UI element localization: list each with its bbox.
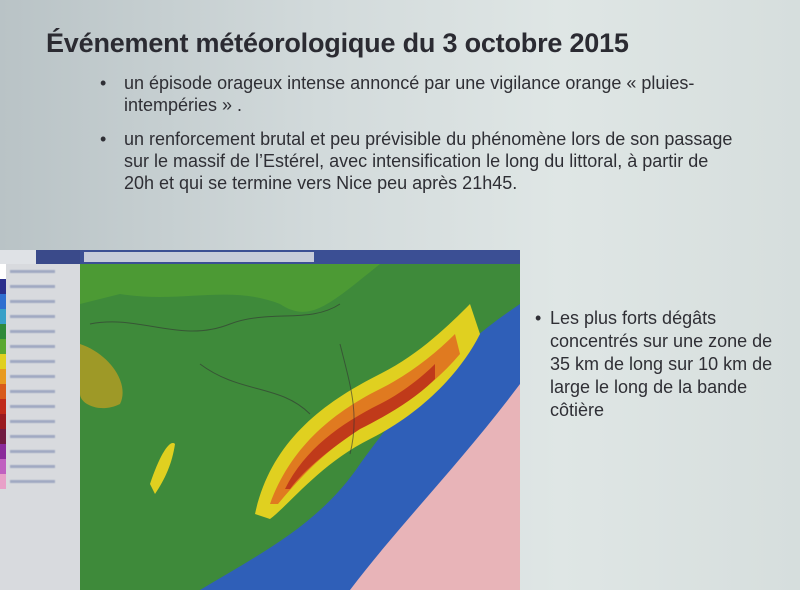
legend-label-blurred [10, 405, 55, 408]
legend-label-blurred [10, 270, 55, 273]
legend-swatch [0, 384, 6, 399]
slide-title: Événement météorologique du 3 octobre 20… [46, 28, 629, 58]
legend-row [0, 429, 80, 444]
legend-label-blurred [10, 330, 55, 333]
legend-row [0, 354, 80, 369]
legend-row [0, 474, 80, 489]
legend-row [0, 399, 80, 414]
legend-label-blurred [10, 480, 55, 483]
bullet-item: un épisode orageux intense annoncé par u… [100, 72, 740, 116]
legend-row [0, 369, 80, 384]
radar-map [80, 264, 520, 590]
legend-row [0, 324, 80, 339]
legend-row [0, 459, 80, 474]
legend-row [0, 414, 80, 429]
extreme-rain-core [285, 364, 435, 489]
legend-label-blurred [10, 345, 55, 348]
legend-label-blurred [10, 435, 55, 438]
legend-label-blurred [10, 420, 55, 423]
legend-swatch [0, 324, 6, 339]
legend-row [0, 279, 80, 294]
legend-swatch [0, 444, 6, 459]
land-area-north [80, 264, 380, 312]
legend-row [0, 294, 80, 309]
legend-swatch [0, 279, 6, 294]
legend-label-blurred [10, 390, 55, 393]
legend-label-blurred [10, 465, 55, 468]
legend-swatch [0, 429, 6, 444]
land-area [80, 264, 520, 590]
boundaries [89, 303, 355, 455]
legend-swatch [0, 309, 6, 324]
radar-legend-panel [0, 250, 80, 590]
legend-swatch [0, 459, 6, 474]
legend-swatch [0, 294, 6, 309]
legend-label-blurred [10, 450, 55, 453]
legend-label-blurred [10, 315, 55, 318]
legend-row [0, 444, 80, 459]
legend-row [0, 339, 80, 354]
legend-swatch [0, 399, 6, 414]
legend-tab [0, 250, 80, 264]
rain-cell-west [80, 344, 123, 409]
main-bullet-list: un épisode orageux intense annoncé par u… [100, 72, 740, 206]
side-bullet-list: Les plus forts dégâts concentrés sur une… [535, 307, 785, 422]
legend-row [0, 264, 80, 279]
legend-label-blurred [10, 285, 55, 288]
rain-cell-southwest [150, 443, 175, 494]
sea-area [350, 384, 520, 590]
legend-row [0, 309, 80, 324]
legend-swatch [0, 339, 6, 354]
legend-swatch [0, 414, 6, 429]
legend-row [0, 384, 80, 399]
radar-image [80, 250, 520, 590]
bullet-item: Les plus forts dégâts concentrés sur une… [535, 307, 785, 422]
legend-swatch [0, 264, 6, 279]
legend-label-blurred [10, 300, 55, 303]
legend-swatch [0, 354, 6, 369]
radar-window-title-bar [80, 250, 520, 264]
legend-swatch [0, 474, 6, 489]
legend-label-blurred [10, 375, 55, 378]
legend-swatch [0, 369, 6, 384]
bullet-item: un renforcement brutal et peu prévisible… [100, 128, 740, 194]
legend-label-blurred [10, 360, 55, 363]
